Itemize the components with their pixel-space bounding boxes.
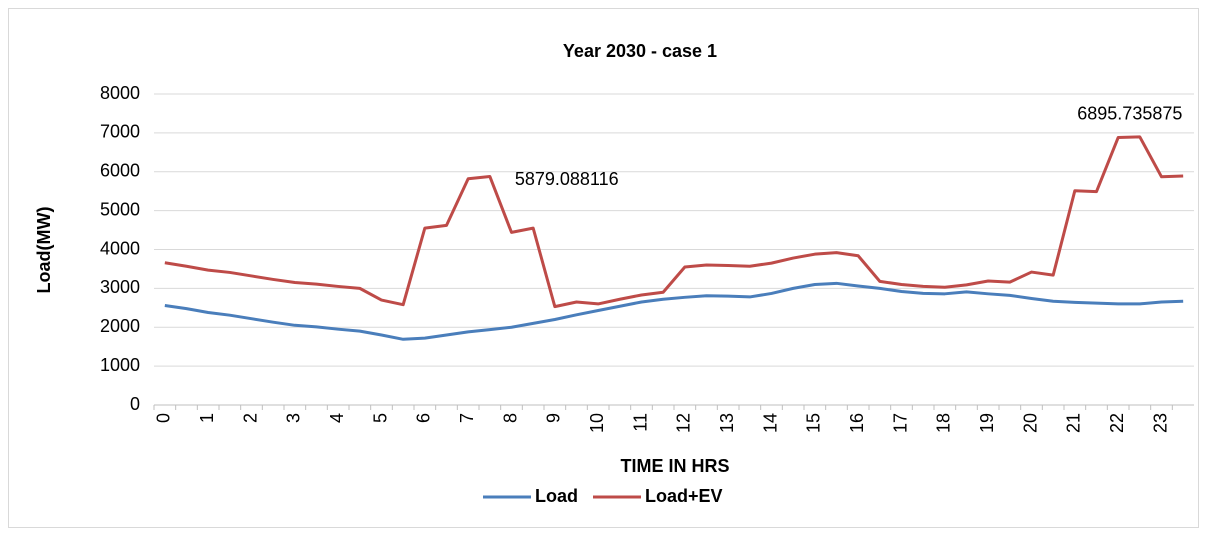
x-tick-label: 17 bbox=[890, 413, 910, 433]
x-tick-label: 16 bbox=[847, 413, 867, 433]
x-tick-label: 15 bbox=[804, 413, 824, 433]
x-tick-label: 18 bbox=[934, 413, 954, 433]
x-tick-label: 19 bbox=[977, 413, 997, 433]
x-tick-label: 20 bbox=[1020, 413, 1040, 433]
y-tick-label: 1000 bbox=[100, 355, 140, 375]
x-tick-label: 14 bbox=[760, 413, 780, 433]
x-tick-label: 11 bbox=[630, 413, 650, 432]
y-tick-label: 3000 bbox=[100, 277, 140, 297]
y-axis-title: Load(MW) bbox=[34, 207, 54, 294]
chart-border bbox=[8, 8, 1199, 528]
x-tick-label: 21 bbox=[1064, 413, 1084, 433]
x-tick-label: 9 bbox=[544, 413, 564, 423]
y-tick-label: 2000 bbox=[100, 316, 140, 336]
x-tick-label: 4 bbox=[327, 413, 347, 423]
legend-label: Load bbox=[535, 486, 578, 506]
data-label: 6895.735875 bbox=[1077, 104, 1182, 124]
y-tick-label: 5000 bbox=[100, 199, 140, 219]
data-label: 5879.088116 bbox=[515, 169, 619, 189]
x-tick-label: 5 bbox=[370, 413, 390, 423]
x-tick-label: 13 bbox=[717, 413, 737, 433]
line-series bbox=[164, 135, 1184, 309]
line-series bbox=[164, 281, 1184, 341]
x-tick-label: 2 bbox=[240, 413, 260, 423]
x-axis-title: TIME IN HRS bbox=[620, 456, 729, 476]
x-tick-label: 3 bbox=[284, 413, 304, 423]
x-tick-label: 8 bbox=[500, 413, 520, 423]
y-tick-label: 8000 bbox=[100, 83, 140, 103]
y-tick-label: 0 bbox=[130, 394, 140, 414]
x-tick-label: 0 bbox=[154, 413, 174, 423]
x-tick-label: 7 bbox=[457, 413, 477, 423]
y-tick-label: 7000 bbox=[100, 122, 140, 142]
y-tick-label: 6000 bbox=[100, 161, 140, 181]
x-tick-label: 12 bbox=[674, 413, 694, 433]
x-tick-label: 22 bbox=[1107, 413, 1127, 433]
x-tick-label: 6 bbox=[414, 413, 434, 423]
chart-title: Year 2030 - case 1 bbox=[563, 41, 717, 61]
x-tick-label: 1 bbox=[197, 413, 217, 423]
legend-label: Load+EV bbox=[645, 486, 723, 506]
x-tick-label: 23 bbox=[1150, 413, 1170, 433]
x-tick-label: 10 bbox=[587, 413, 607, 433]
y-tick-label: 4000 bbox=[100, 238, 140, 258]
